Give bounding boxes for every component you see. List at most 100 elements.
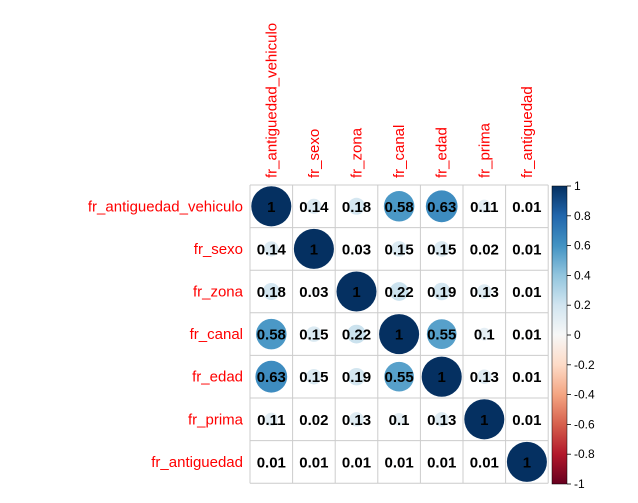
- corr-circle-fr_zona-fr_zona: [336, 271, 377, 312]
- col-label-fr_zona: fr_zona: [349, 127, 366, 178]
- corr-circle-fr_prima-fr_edad: [434, 412, 449, 427]
- corr-value-fr_prima-fr_canal: 0.1: [389, 412, 410, 429]
- corr-value-fr_edad-fr_antiguedad: 0.01: [512, 369, 541, 386]
- col-label-fr_prima: fr_prima: [476, 122, 493, 178]
- col-label-fr_antiguedad: fr_antiguedad: [519, 86, 536, 178]
- corr-circle-fr_antiguedad_vehiculo-fr_edad: [425, 190, 458, 223]
- corr-value-fr_canal-fr_prima: 0.1: [474, 327, 495, 344]
- corr-value-fr_prima-fr_antiguedad_vehiculo: 0.11: [257, 412, 285, 429]
- circles: [251, 186, 547, 482]
- corr-circle-fr_prima-fr_antiguedad: [524, 417, 529, 422]
- colorbar-tick-label: 0.8: [574, 209, 591, 223]
- corr-value-fr_zona-fr_edad: 0.19: [427, 284, 456, 301]
- corr-value-fr_canal-fr_sexo: 0.15: [299, 327, 328, 344]
- column-labels: fr_antiguedad_vehiculo fr_sexo fr_zona fr_c…: [263, 23, 536, 178]
- value-labels: 1 0.14 0.18 0.58 0.63 0.11 0.010.14 1 0.03 0.15 0.…: [257, 199, 542, 472]
- corr-circle-fr_canal-fr_canal: [379, 314, 420, 355]
- corr-circle-fr_canal-fr_sexo: [306, 326, 322, 342]
- row-label-fr_antiguedad_vehiculo: fr_antiguedad_vehiculo: [88, 198, 243, 215]
- colorbar-tick-label: 0.6: [574, 239, 591, 253]
- corr-circle-fr_prima-fr_prima: [464, 399, 505, 440]
- corr-circle-fr_sexo-fr_canal: [391, 241, 407, 257]
- colorbar: 1 0.8 0.6 0.4 0.2 0 -0.2 -0.4 -0.6 -0.8 -1: [551, 179, 595, 491]
- corr-circle-fr_prima-fr_canal: [392, 412, 406, 426]
- corr-value-fr_antiguedad_vehiculo-fr_canal: 0.58: [384, 199, 413, 216]
- corr-value-fr_antiguedad-fr_edad: 0.01: [427, 454, 456, 471]
- colorbar-tick-label: -0.4: [574, 388, 595, 402]
- corr-circle-fr_canal-fr_prima: [477, 327, 491, 341]
- corr-value-fr_sexo-fr_sexo: 1: [310, 241, 318, 258]
- corr-value-fr_zona-fr_zona: 1: [352, 284, 360, 301]
- corr-circle-fr_zona-fr_antiguedad: [524, 289, 529, 294]
- corr-circle-fr_sexo-fr_zona: [353, 245, 360, 253]
- corr-value-fr_canal-fr_canal: 1: [395, 327, 403, 344]
- corr-circle-fr_sexo-fr_sexo: [293, 228, 334, 269]
- corr-circle-fr_edad-fr_edad: [421, 356, 462, 397]
- colorbar-gradient: [551, 185, 568, 485]
- corr-value-fr_sexo-fr_prima: 0.02: [470, 241, 499, 258]
- corr-value-fr_antiguedad-fr_zona: 0.01: [342, 454, 371, 471]
- col-label-fr_canal: fr_canal: [391, 125, 408, 178]
- corr-value-fr_edad-fr_canal: 0.55: [384, 369, 413, 386]
- corr-value-fr_canal-fr_antiguedad_vehiculo: 0.58: [257, 327, 286, 344]
- corr-value-fr_zona-fr_sexo: 0.03: [299, 284, 328, 301]
- corr-circle-fr_antiguedad_vehiculo-fr_sexo: [306, 198, 322, 214]
- colorbar-tick-label: 0.4: [574, 268, 591, 282]
- corr-circle-fr_antiguedad_vehiculo-fr_antiguedad_vehiculo: [251, 186, 292, 227]
- colorbar-tick-label: 0.2: [574, 298, 591, 312]
- corr-value-fr_antiguedad_vehiculo-fr_prima: 0.11: [470, 199, 498, 216]
- corr-value-fr_antiguedad_vehiculo-fr_antiguedad: 0.01: [512, 199, 541, 216]
- corr-circle-fr_zona-fr_prima: [477, 284, 492, 299]
- corr-value-fr_antiguedad-fr_sexo: 0.01: [299, 454, 328, 471]
- corr-value-fr_sexo-fr_canal: 0.15: [384, 241, 413, 258]
- corr-circle-fr_antiguedad-fr_canal: [397, 459, 402, 464]
- corr-circle-fr_antiguedad_vehiculo-fr_canal: [383, 191, 415, 222]
- corr-circle-fr_prima-fr_sexo: [311, 416, 317, 423]
- corr-circle-fr_edad-fr_zona: [347, 367, 366, 386]
- corr-value-fr_prima-fr_zona: 0.13: [342, 412, 371, 429]
- corr-value-fr_edad-fr_sexo: 0.15: [299, 369, 328, 386]
- corr-circle-fr_prima-fr_antiguedad_vehiculo: [264, 412, 278, 426]
- corr-value-fr_canal-fr_antiguedad: 0.01: [512, 327, 541, 344]
- corr-value-fr_sexo-fr_zona: 0.03: [342, 241, 371, 258]
- corr-circle-fr_canal-fr_edad: [426, 319, 457, 349]
- colorbar-tick-label: -1: [574, 477, 585, 491]
- corr-circle-fr_edad-fr_antiguedad_vehiculo: [255, 360, 288, 393]
- corr-circle-fr_canal-fr_antiguedad: [524, 332, 529, 337]
- colorbar-tick-label: 1: [574, 179, 581, 193]
- corr-circle-fr_antiguedad_vehiculo-fr_antiguedad: [524, 204, 529, 209]
- colorbar-tick-label: 0: [574, 328, 581, 342]
- corr-value-fr_edad-fr_antiguedad_vehiculo: 0.63: [257, 369, 286, 386]
- corr-circle-fr_antiguedad-fr_edad: [439, 459, 444, 464]
- corr-circle-fr_canal-fr_antiguedad_vehiculo: [256, 318, 287, 350]
- row-label-fr_canal: fr_canal: [190, 326, 243, 343]
- corr-circle-fr_zona-fr_antiguedad_vehiculo: [262, 283, 280, 300]
- corr-circle-fr_antiguedad-fr_zona: [354, 459, 359, 464]
- corr-value-fr_edad-fr_prima: 0.13: [470, 369, 499, 386]
- corr-circle-fr_sexo-fr_prima: [481, 246, 488, 252]
- corr-value-fr_edad-fr_zona: 0.19: [342, 369, 371, 386]
- corr-value-fr_zona-fr_prima: 0.13: [470, 284, 499, 301]
- row-label-fr_prima: fr_prima: [188, 411, 244, 428]
- colorbar-tick-label: -0.2: [574, 358, 595, 372]
- corr-circle-fr_antiguedad-fr_prima: [482, 459, 487, 464]
- row-label-fr_zona: fr_zona: [193, 284, 244, 301]
- corr-circle-fr_canal-fr_zona: [347, 324, 366, 344]
- corr-value-fr_antiguedad_vehiculo-fr_zona: 0.18: [342, 199, 371, 216]
- corr-value-fr_canal-fr_zona: 0.22: [342, 327, 371, 344]
- row-labels: fr_antiguedad_vehiculo fr_sexo fr_zona fr_c…: [88, 198, 244, 471]
- corr-circle-fr_zona-fr_sexo: [310, 288, 318, 295]
- corr-value-fr_antiguedad_vehiculo-fr_antiguedad_vehiculo: 1: [267, 199, 275, 216]
- corr-circle-fr_sexo-fr_antiguedad_vehiculo: [263, 241, 279, 257]
- corr-value-fr_prima-fr_edad: 0.13: [427, 412, 456, 429]
- corr-circle-fr_antiguedad-fr_antiguedad: [506, 441, 547, 482]
- corr-circle-fr_edad-fr_canal: [384, 361, 414, 392]
- corr-circle-fr_sexo-fr_edad: [433, 241, 450, 257]
- corr-circle-fr_antiguedad_vehiculo-fr_prima: [477, 199, 491, 213]
- corr-value-fr_sexo-fr_antiguedad_vehiculo: 0.14: [257, 241, 287, 258]
- corr-value-fr_prima-fr_antiguedad: 0.01: [512, 412, 541, 429]
- corr-value-fr_antiguedad_vehiculo-fr_edad: 0.63: [427, 199, 456, 216]
- corr-circle-fr_prima-fr_zona: [349, 412, 364, 427]
- corr-value-fr_antiguedad-fr_canal: 0.01: [384, 454, 413, 471]
